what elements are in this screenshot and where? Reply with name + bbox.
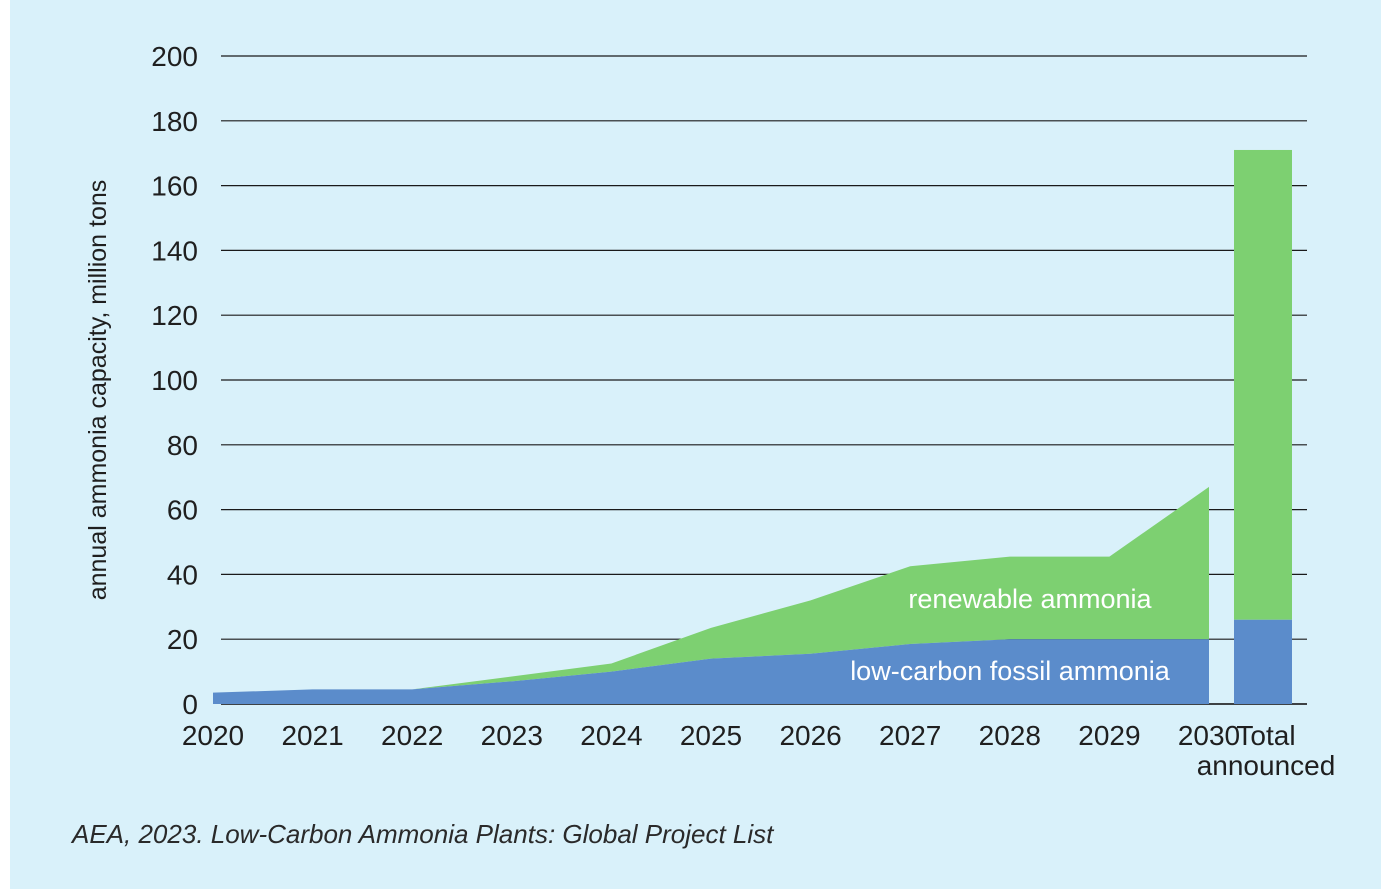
y-tick-label: 160 — [151, 171, 198, 202]
x-tick-label: 2020 — [182, 720, 244, 751]
total-bar-low-carbon-fossil — [1234, 619, 1292, 704]
x-tick-label: 2025 — [680, 720, 742, 751]
x-tick-label: 2024 — [580, 720, 642, 751]
total-bar-renewable — [1234, 149, 1292, 620]
series-label-low-carbon-fossil: low-carbon fossil ammonia — [850, 656, 1171, 686]
y-tick-label: 20 — [167, 624, 198, 655]
y-tick-label: 180 — [151, 106, 198, 137]
y-tick-label: 100 — [151, 365, 198, 396]
x-tick-label-total: Total — [1236, 720, 1295, 751]
x-tick-label: 2028 — [979, 720, 1041, 751]
y-tick-label: 0 — [182, 689, 198, 720]
x-tick-label: 2022 — [381, 720, 443, 751]
x-tick-label: 2027 — [879, 720, 941, 751]
low-carbon-fossil-area — [213, 639, 1209, 704]
x-tick-label-announced: announced — [1197, 750, 1336, 781]
y-tick-label: 40 — [167, 559, 198, 590]
source-note: AEA, 2023. Low-Carbon Ammonia Plants: Gl… — [72, 819, 774, 849]
x-tick-label: 2026 — [779, 720, 841, 751]
y-tick-label: 80 — [167, 430, 198, 461]
x-tick-label: 2023 — [481, 720, 543, 751]
y-tick-label: 200 — [151, 41, 198, 72]
chart-panel: 0 20 40 60 80 100 120 140 160 180 200 2020 2021 2022… — [10, 0, 1381, 889]
y-axis-label: annual ammonia capacity, million tons — [84, 180, 112, 601]
y-tick-label: 60 — [167, 495, 198, 526]
x-tick-label: 2030 — [1178, 720, 1240, 751]
series-label-renewable: renewable ammonia — [908, 584, 1152, 614]
x-tick-label: 2021 — [281, 720, 343, 751]
x-tick-label: 2029 — [1078, 720, 1140, 751]
y-tick-label: 120 — [151, 300, 198, 331]
area-chart: 0 20 40 60 80 100 120 140 160 180 200 2020 2021 2022… — [84, 41, 1336, 781]
y-tick-label: 140 — [151, 235, 198, 266]
renewable-area — [213, 486, 1209, 693]
